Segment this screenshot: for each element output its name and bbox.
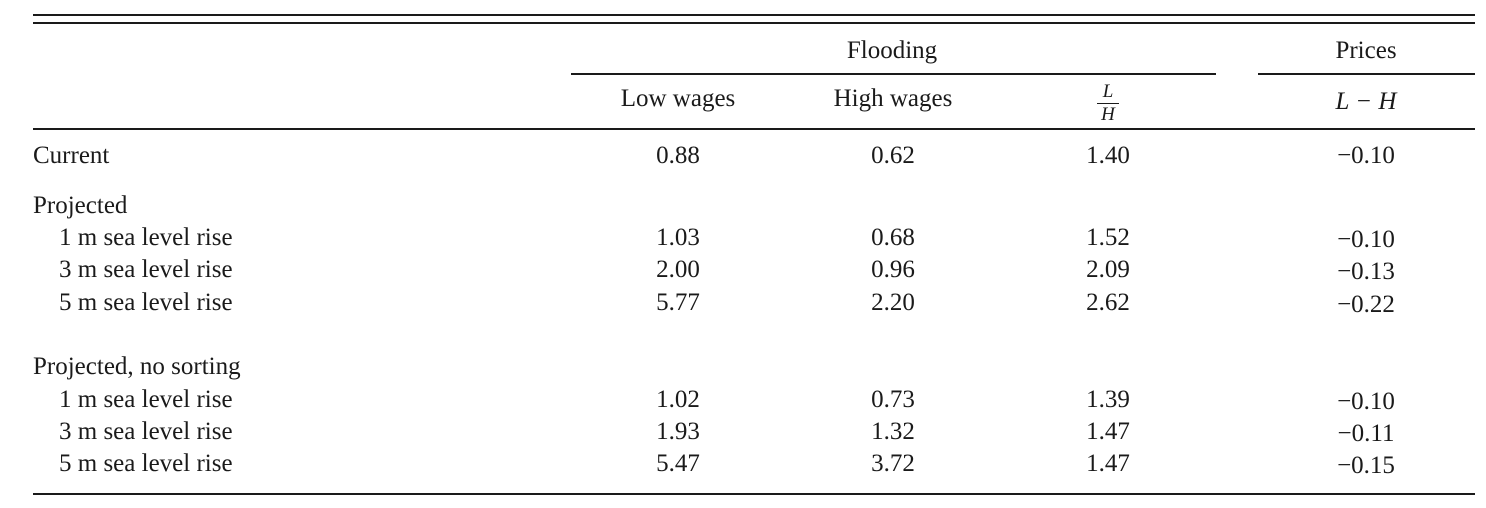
cell-projected-5m-high: 2.20 — [871, 289, 915, 316]
row-label-projected-1m: 1 m sea level rise — [59, 224, 233, 251]
bottom-rule — [33, 493, 1475, 495]
header-rule — [33, 128, 1475, 130]
cell-no-sorting-5m-high: 3.72 — [871, 450, 915, 477]
top-rule-2 — [33, 22, 1475, 24]
group-header-prices: Prices — [1335, 37, 1397, 64]
cell-no-sorting-5m-low: 5.47 — [656, 450, 700, 477]
cell-projected-3m-ratio: 2.09 — [1086, 256, 1130, 283]
row-label-no-sorting: Projected, no sorting — [33, 353, 241, 380]
cell-no-sorting-1m-high: 0.73 — [871, 386, 915, 413]
cell-projected-3m-high: 0.96 — [871, 256, 915, 283]
top-rule-1 — [33, 14, 1475, 16]
fraction-bar — [1097, 103, 1119, 105]
cell-no-sorting-1m-ratio: 1.39 — [1086, 386, 1130, 413]
row-label-projected: Projected — [33, 192, 128, 219]
column-header-ratio: L H — [1097, 82, 1119, 124]
cell-no-sorting-5m-ratio: 1.47 — [1086, 450, 1130, 477]
column-header-high-wages: High wages — [833, 85, 953, 112]
cell-no-sorting-1m-low: 1.02 — [656, 386, 700, 413]
cell-projected-5m-ratio: 2.62 — [1086, 289, 1130, 316]
row-label-no-sorting-1m: 1 m sea level rise — [59, 386, 233, 413]
cell-projected-5m-low: 5.77 — [656, 289, 700, 316]
cell-no-sorting-3m-low: 1.93 — [656, 418, 700, 445]
row-label-no-sorting-5m: 5 m sea level rise — [59, 450, 233, 477]
cell-projected-1m-low: 1.03 — [656, 224, 700, 251]
row-label-projected-3m: 3 m sea level rise — [59, 256, 233, 283]
prices-underline — [1258, 73, 1475, 75]
cell-projected-1m-prices: −0.10 — [1337, 226, 1395, 253]
cell-projected-5m-prices: −0.22 — [1337, 291, 1395, 318]
cell-no-sorting-3m-ratio: 1.47 — [1086, 418, 1130, 445]
column-header-low-wages: Low wages — [620, 85, 736, 112]
cell-no-sorting-3m-prices: −0.11 — [1337, 420, 1395, 447]
cell-projected-3m-low: 2.00 — [656, 256, 700, 283]
cell-projected-3m-prices: −0.13 — [1337, 258, 1395, 285]
cell-projected-1m-high: 0.68 — [871, 224, 915, 251]
cell-no-sorting-5m-prices: −0.15 — [1337, 452, 1395, 479]
cell-no-sorting-1m-prices: −0.10 — [1337, 388, 1395, 415]
ratio-denominator: H — [1101, 104, 1115, 126]
cell-current-low: 0.88 — [656, 142, 700, 169]
row-label-no-sorting-3m: 3 m sea level rise — [59, 418, 233, 445]
row-label-current: Current — [33, 142, 110, 169]
cell-no-sorting-3m-high: 1.32 — [871, 418, 915, 445]
group-header-flooding: Flooding — [846, 37, 938, 64]
ratio-numerator: L — [1102, 81, 1114, 102]
flooding-underline — [571, 73, 1216, 75]
cell-projected-1m-ratio: 1.52 — [1086, 224, 1130, 251]
column-header-prices-diff: L − H — [1335, 88, 1397, 115]
cell-current-high: 0.62 — [871, 142, 915, 169]
cell-current-ratio: 1.40 — [1086, 142, 1130, 169]
cell-current-prices: −0.10 — [1337, 142, 1395, 169]
row-label-projected-5m: 5 m sea level rise — [59, 289, 233, 316]
